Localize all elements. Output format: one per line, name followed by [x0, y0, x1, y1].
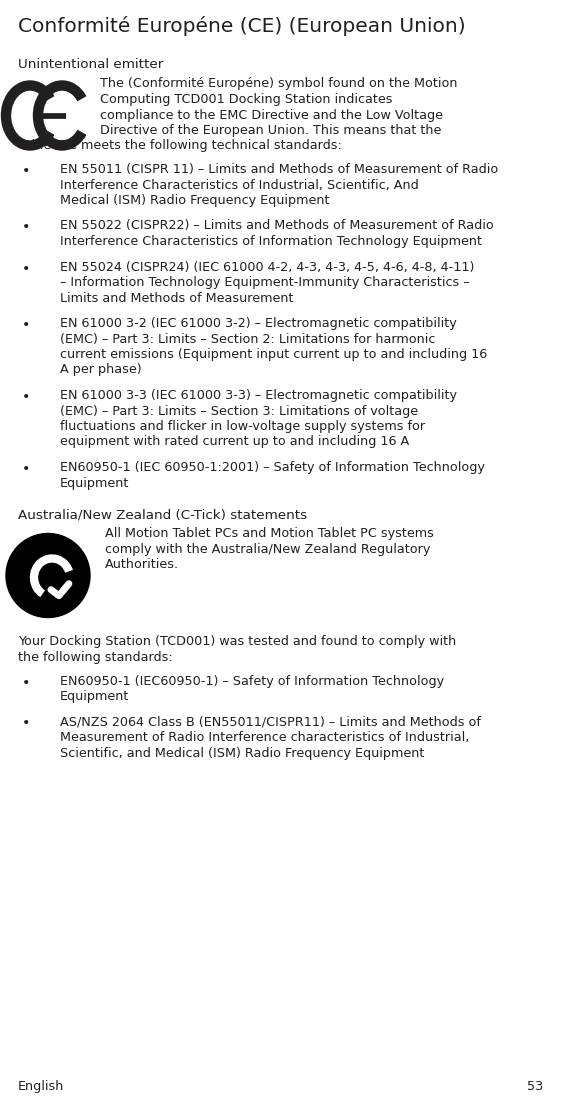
- Text: EN60950-1 (IEC 60950-1:2001) – Safety of Information Technology: EN60950-1 (IEC 60950-1:2001) – Safety of…: [60, 461, 485, 474]
- Text: Scientific, and Medical (ISM) Radio Frequency Equipment: Scientific, and Medical (ISM) Radio Freq…: [60, 746, 424, 759]
- Text: Measurement of Radio Interference characteristics of Industrial,: Measurement of Radio Interference charac…: [60, 731, 470, 744]
- Text: Your Docking Station (TCD001) was tested and found to comply with: Your Docking Station (TCD001) was tested…: [18, 635, 456, 649]
- Text: (EMC) – Part 3: Limits – Section 3: Limitations of voltage: (EMC) – Part 3: Limits – Section 3: Limi…: [60, 404, 418, 417]
- Text: EN60950-1 (IEC60950-1) – Safety of Information Technology: EN60950-1 (IEC60950-1) – Safety of Infor…: [60, 674, 444, 687]
- Text: •: •: [22, 390, 30, 404]
- Text: Interference Characteristics of Information Technology Equipment: Interference Characteristics of Informat…: [60, 235, 482, 248]
- Text: EN 55022 (CISPR22) – Limits and Methods of Measurement of Radio: EN 55022 (CISPR22) – Limits and Methods …: [60, 219, 494, 232]
- Text: A per phase): A per phase): [60, 363, 141, 376]
- Text: English: English: [18, 1080, 65, 1093]
- Text: EN 61000 3-3 (IEC 61000 3-3) – Electromagnetic compatibility: EN 61000 3-3 (IEC 61000 3-3) – Electroma…: [60, 389, 457, 402]
- Text: Equipment: Equipment: [60, 476, 130, 489]
- Text: Limits and Methods of Measurement: Limits and Methods of Measurement: [60, 291, 293, 304]
- Text: •: •: [22, 220, 30, 235]
- Text: EN 55011 (CISPR 11) – Limits and Methods of Measurement of Radio: EN 55011 (CISPR 11) – Limits and Methods…: [60, 163, 498, 176]
- Text: •: •: [22, 318, 30, 332]
- Text: •: •: [22, 164, 30, 178]
- Text: (EMC) – Part 3: Limits – Section 2: Limitations for harmonic: (EMC) – Part 3: Limits – Section 2: Limi…: [60, 332, 435, 345]
- Text: the following standards:: the following standards:: [18, 651, 173, 664]
- Text: comply with the Australia/New Zealand Regulatory: comply with the Australia/New Zealand Re…: [105, 544, 430, 556]
- Text: Computing TCD001 Docking Station indicates: Computing TCD001 Docking Station indicat…: [100, 93, 393, 106]
- Text: Authorities.: Authorities.: [105, 559, 179, 571]
- Text: Directive of the European Union. This means that the: Directive of the European Union. This me…: [100, 124, 442, 137]
- Text: EN 61000 3-2 (IEC 61000 3-2) – Electromagnetic compatibility: EN 61000 3-2 (IEC 61000 3-2) – Electroma…: [60, 317, 457, 330]
- Text: Unintentional emitter: Unintentional emitter: [18, 58, 163, 71]
- Circle shape: [6, 534, 90, 618]
- Text: •: •: [22, 675, 30, 690]
- Text: fluctuations and flicker in low-voltage supply systems for: fluctuations and flicker in low-voltage …: [60, 420, 425, 433]
- Text: Medical (ISM) Radio Frequency Equipment: Medical (ISM) Radio Frequency Equipment: [60, 194, 329, 207]
- Text: Interference Characteristics of Industrial, Scientific, And: Interference Characteristics of Industri…: [60, 178, 419, 192]
- Text: EN 55024 (CISPR24) (IEC 61000 4-2, 4-3, 4-3, 4-5, 4-6, 4-8, 4-11): EN 55024 (CISPR24) (IEC 61000 4-2, 4-3, …: [60, 260, 475, 273]
- Text: 53: 53: [527, 1080, 543, 1093]
- Text: – Information Technology Equipment-Immunity Characteristics –: – Information Technology Equipment-Immun…: [60, 276, 470, 289]
- Text: •: •: [22, 462, 30, 476]
- Text: All Motion Tablet PCs and Motion Tablet PC systems: All Motion Tablet PCs and Motion Tablet …: [105, 528, 434, 540]
- Text: compliance to the EMC Directive and the Low Voltage: compliance to the EMC Directive and the …: [100, 108, 443, 122]
- Text: AS/NZS 2064 Class B (EN55011/CISPR11) – Limits and Methods of: AS/NZS 2064 Class B (EN55011/CISPR11) – …: [60, 715, 481, 728]
- Text: Equipment: Equipment: [60, 690, 130, 703]
- Text: Conformité Européne (CE) (European Union): Conformité Européne (CE) (European Union…: [18, 15, 466, 37]
- Text: •: •: [22, 261, 30, 276]
- Text: •: •: [22, 716, 30, 731]
- Text: Tablet PC meets the following technical standards:: Tablet PC meets the following technical …: [18, 139, 342, 153]
- Text: Australia/New Zealand (C-Tick) statements: Australia/New Zealand (C-Tick) statement…: [18, 508, 307, 521]
- Text: The (Conformité Européne) symbol found on the Motion: The (Conformité Européne) symbol found o…: [100, 77, 458, 91]
- Text: equipment with rated current up to and including 16 A: equipment with rated current up to and i…: [60, 435, 410, 448]
- Text: current emissions (Equipment input current up to and including 16: current emissions (Equipment input curre…: [60, 348, 488, 361]
